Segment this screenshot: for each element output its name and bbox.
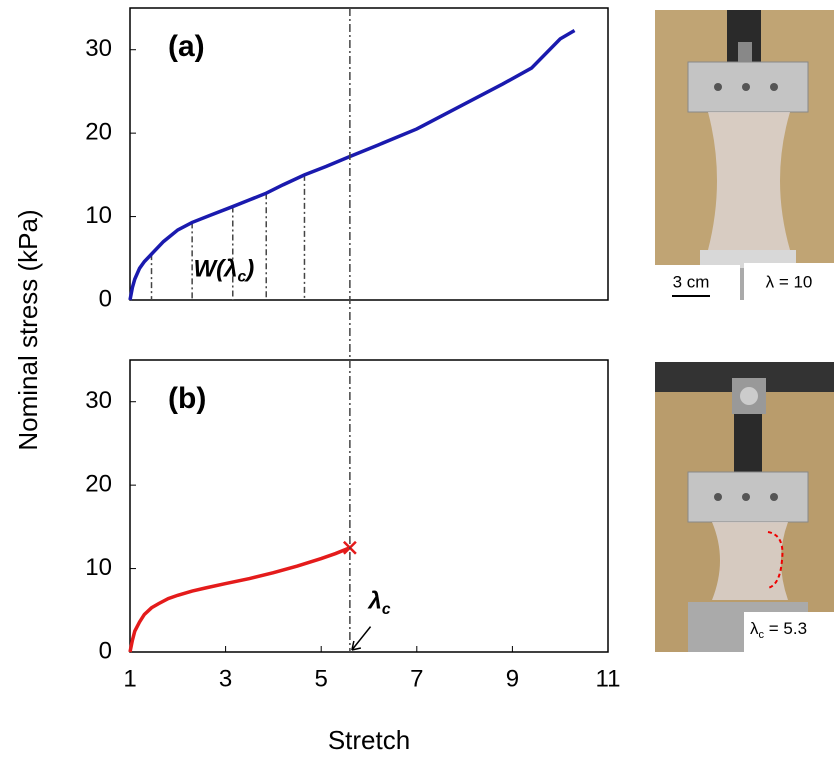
annotation-main: λ — [367, 588, 382, 615]
annotation-sub: c — [382, 601, 391, 618]
photo-a — [655, 10, 834, 300]
curve — [128, 546, 351, 653]
y-tick-label: 20 — [85, 470, 112, 497]
y-axis-label: Nominal stress (kPa) — [13, 209, 43, 450]
y-tick-label: 0 — [99, 285, 112, 312]
scale-label: 3 cm — [673, 272, 710, 291]
stretch-label: λ = 10 — [766, 272, 813, 291]
annotation: λc — [367, 588, 391, 618]
annotation-arrow — [351, 626, 372, 651]
annotation: W(λc) — [194, 256, 255, 286]
y-tick-label: 10 — [85, 554, 112, 581]
y-tick-label: 30 — [85, 387, 112, 414]
x-tick-label: 9 — [506, 665, 519, 692]
panel-label: (b) — [168, 382, 206, 415]
x-tick-label: 11 — [596, 665, 621, 692]
plot-frame — [129, 7, 609, 301]
stretch-label: λc = 5.3 — [750, 619, 807, 641]
y-tick-label: 30 — [85, 35, 112, 62]
y-tick-label: 20 — [85, 118, 112, 145]
stretch-label-end: = 5.3 — [764, 619, 807, 638]
x-tick-label: 7 — [410, 665, 423, 692]
photo-b — [655, 362, 834, 652]
x-tick-label: 5 — [315, 665, 328, 692]
x-tick-label: 1 — [123, 665, 136, 692]
annotation-end: ) — [243, 256, 254, 283]
y-tick-label: 0 — [99, 637, 112, 664]
stretch-label-sub: c — [759, 629, 765, 641]
stretch-label-main: λ — [750, 619, 759, 638]
curve — [128, 29, 576, 301]
plot-frame — [129, 359, 609, 653]
x-axis-label: Stretch — [328, 725, 410, 755]
x-tick-label: 3 — [219, 665, 232, 692]
panel-label: (a) — [168, 30, 205, 63]
y-tick-label: 10 — [85, 202, 112, 229]
annotation-main: W(λ — [194, 256, 238, 283]
annotation-sub: c — [238, 269, 247, 286]
